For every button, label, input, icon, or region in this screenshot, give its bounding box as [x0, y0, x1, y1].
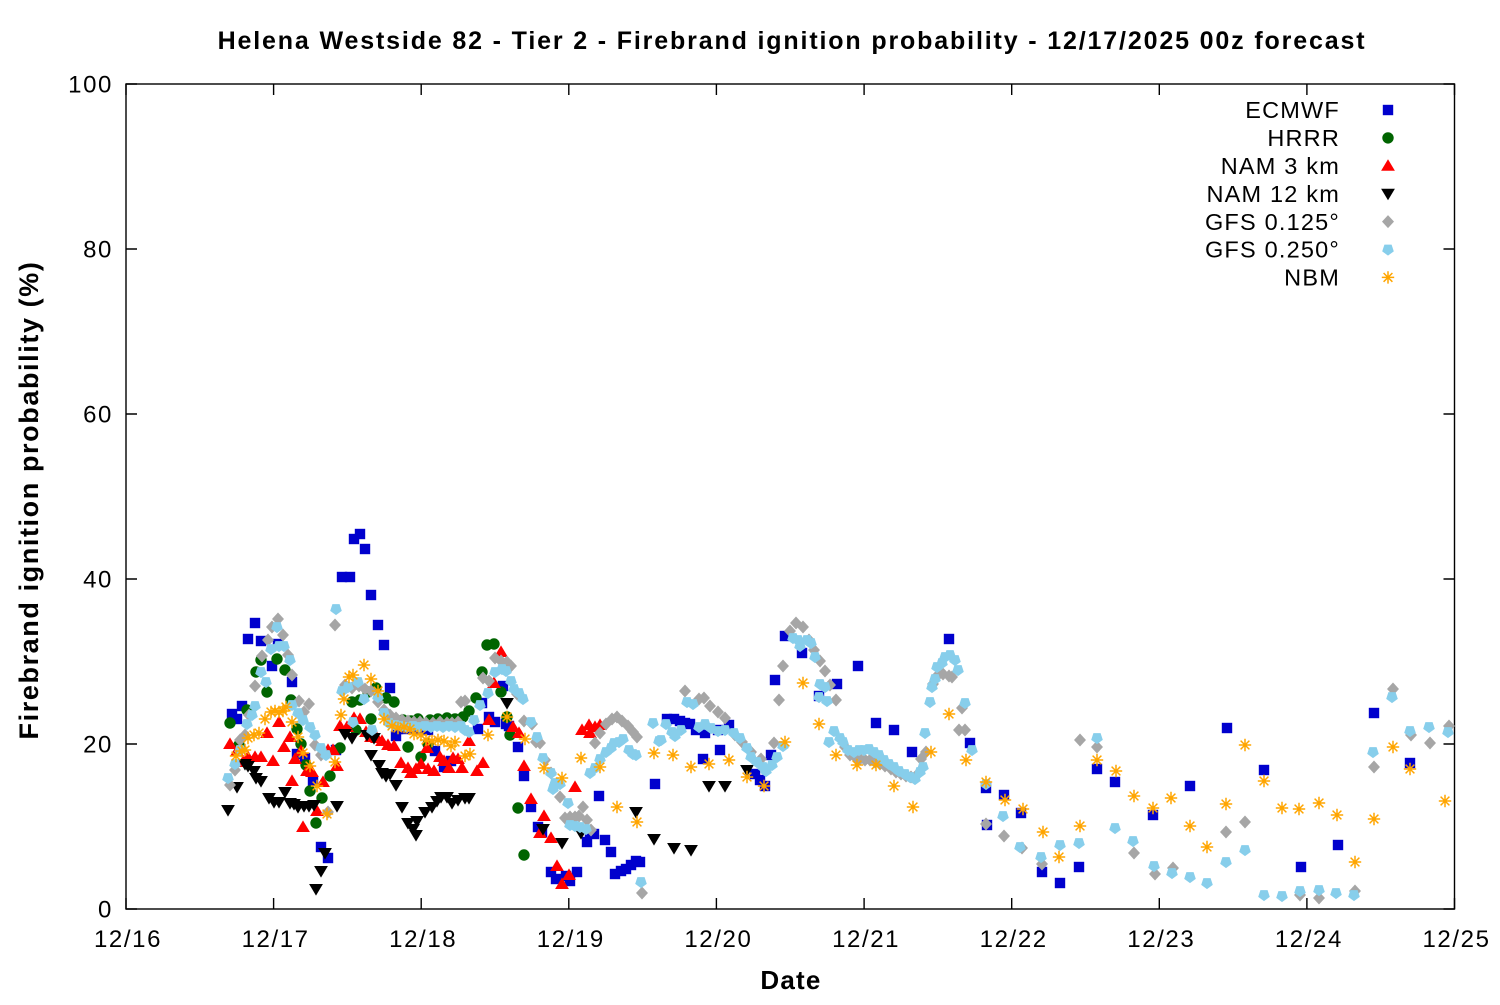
svg-text:Helena Westside 82 - Tier 2 -: Helena Westside 82 - Tier 2 - Firebrand …: [218, 27, 1367, 55]
svg-text:NBM: NBM: [1284, 265, 1340, 291]
svg-text:12/21: 12/21: [832, 926, 900, 953]
svg-text:12/20: 12/20: [684, 926, 752, 953]
svg-text:12/22: 12/22: [980, 926, 1048, 953]
svg-text:12/19: 12/19: [537, 926, 605, 953]
svg-text:12/25: 12/25: [1422, 926, 1490, 953]
svg-text:NAM 12 km: NAM 12 km: [1206, 181, 1340, 207]
svg-text:60: 60: [83, 402, 113, 429]
svg-text:12/16: 12/16: [94, 926, 162, 953]
svg-text:80: 80: [83, 237, 113, 264]
svg-text:12/17: 12/17: [242, 926, 310, 953]
svg-text:100: 100: [68, 72, 113, 99]
svg-text:12/18: 12/18: [389, 926, 457, 953]
svg-text:12/24: 12/24: [1275, 926, 1343, 953]
svg-text:GFS 0.250°: GFS 0.250°: [1205, 237, 1340, 263]
svg-text:GFS 0.125°: GFS 0.125°: [1205, 209, 1340, 235]
svg-text:Date: Date: [760, 965, 821, 995]
svg-text:NAM 3 km: NAM 3 km: [1221, 153, 1340, 179]
svg-text:ECMWF: ECMWF: [1245, 97, 1340, 123]
svg-text:0: 0: [98, 897, 113, 924]
svg-text:40: 40: [83, 567, 113, 594]
svg-text:20: 20: [83, 732, 113, 759]
svg-text:Firebrand ignition probability: Firebrand ignition probability (%): [14, 261, 44, 740]
svg-text:12/23: 12/23: [1127, 926, 1195, 953]
svg-text:HRRR: HRRR: [1267, 125, 1340, 151]
